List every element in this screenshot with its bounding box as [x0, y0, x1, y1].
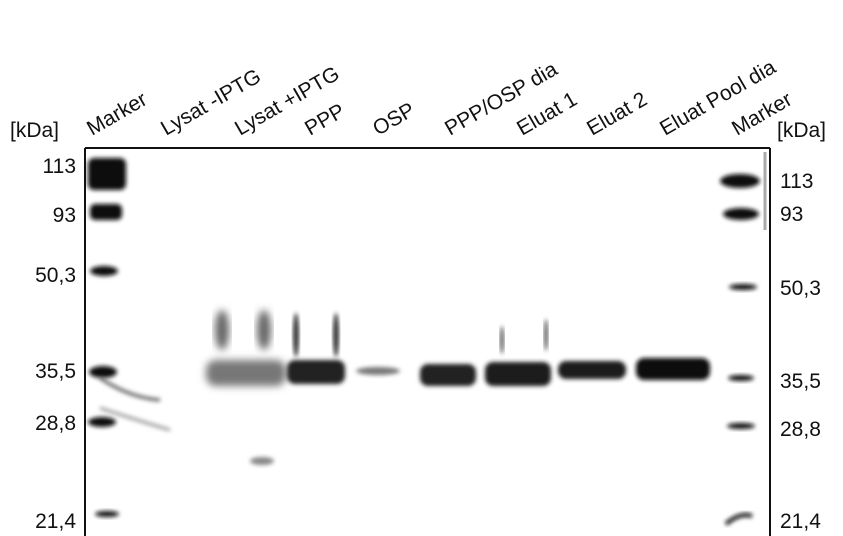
right-marker-label: 93 — [780, 203, 803, 226]
left-marker-label: 50,3 — [35, 264, 76, 287]
right-marker-label: 28,8 — [780, 418, 821, 441]
left-marker-label: 35,5 — [35, 360, 76, 383]
right-marker-label: 50,3 — [780, 277, 821, 300]
right-marker-label: 113 — [780, 170, 813, 193]
right-unit: [kDa] — [777, 119, 826, 142]
left-marker-label: 113 — [43, 155, 76, 178]
blot-figure: MarkerLysat -IPTGLysat +IPTGPPPOSPPPP/OS… — [0, 0, 843, 536]
right-marker-label: 35,5 — [780, 370, 821, 393]
left-marker-label: 93 — [53, 204, 76, 227]
left-unit: [kDa] — [10, 119, 59, 142]
left-marker-label: 21,4 — [35, 510, 76, 533]
left-marker-label: 28,8 — [35, 412, 76, 435]
right-marker-label: 21,4 — [780, 510, 821, 533]
background — [0, 0, 843, 536]
